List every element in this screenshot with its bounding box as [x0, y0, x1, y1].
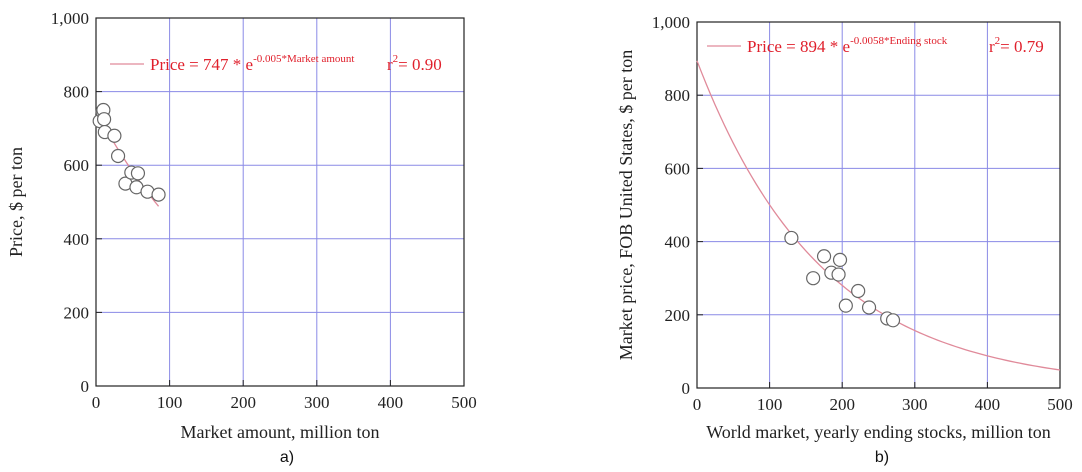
chart-panel-a: 0 100 200 300 400 500 0 200 400 600 800 1,000 Market… [0, 0, 520, 467]
chart-a-svg: 0 100 200 300 400 500 0 200 400 600 800 1,000 Market… [6, 9, 477, 466]
fit-equation: Price = 894 * e-0.0058*Ending stock [747, 35, 948, 56]
data-point [151, 187, 166, 202]
data-point [851, 283, 866, 299]
panel-label: a) [280, 449, 294, 466]
fit-equation-base: Price = 747 * e [150, 55, 253, 74]
y-axis-label: Market price, FOB United States, $ per t… [616, 50, 636, 360]
data-point [885, 313, 901, 328]
r-squared-value: = 0.79 [1000, 37, 1044, 56]
data-point [784, 230, 799, 246]
x-tick-label: 100 [157, 393, 183, 412]
data-point [96, 112, 112, 127]
data-point [816, 249, 832, 264]
fit-r-squared: r2= 0.90 [387, 53, 442, 74]
x-tick-label: 0 [693, 395, 702, 414]
data-point [130, 166, 146, 181]
y-axis-label: Price, $ per ton [6, 147, 26, 257]
y-tick-label: 800 [64, 83, 90, 102]
data-point [831, 267, 846, 282]
data-point [806, 271, 821, 286]
r-squared-superscript: 2 [995, 35, 1001, 47]
x-tick-label: 300 [902, 395, 928, 414]
y-tick-label: 800 [665, 86, 691, 105]
chart-b-svg: 0 100 200 300 400 500 0 200 400 600 800 1,000 World … [616, 13, 1073, 466]
x-tick-label: 400 [975, 395, 1001, 414]
fit-r-squared: r2= 0.79 [989, 35, 1044, 56]
panel-label: b) [875, 449, 889, 466]
r-squared-value: = 0.90 [398, 55, 442, 74]
plot-frame [95, 17, 465, 387]
fit-equation: Price = 747 * e-0.005*Market amount [150, 53, 355, 74]
y-tick-label: 0 [682, 379, 691, 398]
data-point [838, 298, 853, 313]
y-tick-label: 1,000 [51, 9, 89, 28]
y-tick-label: 0 [81, 377, 90, 396]
x-tick-label: 500 [451, 393, 477, 412]
data-point [861, 300, 877, 315]
chart-panel-b: 0 100 200 300 400 500 0 200 400 600 800 1,000 World … [560, 0, 1082, 467]
fit-equation-exponent: -0.0058*Ending stock [850, 35, 948, 47]
fit-curve [696, 60, 1061, 371]
data-point [110, 148, 126, 164]
fit-equation-base: Price = 894 * e [747, 37, 850, 56]
y-tick-label: 200 [64, 303, 90, 322]
x-tick-label: 400 [378, 393, 404, 412]
x-axis-label: World market, yearly ending stocks, mill… [706, 422, 1051, 442]
data-point [107, 128, 122, 143]
r-squared-superscript: 2 [393, 53, 399, 65]
plot-frame [696, 21, 1061, 389]
r-squared-symbol: r [989, 37, 995, 56]
x-tick-label: 0 [92, 393, 101, 412]
x-tick-label: 200 [230, 393, 256, 412]
y-tick-label: 400 [665, 233, 691, 252]
fit-equation-exponent: -0.005*Market amount [253, 53, 354, 65]
x-axis-label: Market amount, million ton [181, 422, 380, 442]
x-tick-label: 500 [1047, 395, 1073, 414]
y-tick-label: 600 [64, 156, 90, 175]
y-tick-label: 1,000 [652, 13, 690, 32]
y-tick-label: 400 [64, 230, 90, 249]
x-tick-label: 300 [304, 393, 330, 412]
y-tick-label: 600 [665, 159, 691, 178]
x-tick-label: 200 [829, 395, 855, 414]
x-tick-label: 100 [757, 395, 783, 414]
data-point [832, 252, 848, 267]
r-squared-symbol: r [387, 55, 393, 74]
y-tick-label: 200 [665, 306, 691, 325]
